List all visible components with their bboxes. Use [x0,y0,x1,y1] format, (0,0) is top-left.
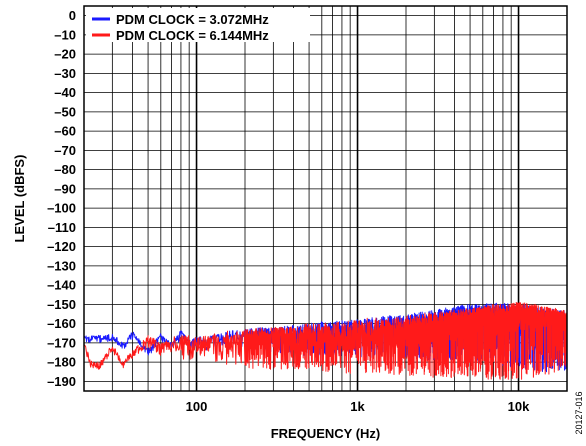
series-layer [83,302,568,380]
y-tick-label: –190 [47,374,76,389]
y-tick-label: –30 [54,66,76,81]
y-tick-label: –130 [47,258,76,273]
y-tick-label: –80 [54,162,76,177]
y-tick-label: –60 [54,124,76,139]
x-tick-labels: 100 1k 10k [186,399,530,414]
y-tick-label: –40 [54,85,76,100]
y-tick-label: –70 [54,143,76,158]
y-tick-label: –50 [54,104,76,119]
y-tick-labels: 0 –10 –20 –30 –40 –50 –60 –70 –80 –90 –100 –110 –120… [47,8,76,389]
y-tick-label: –120 [47,239,76,254]
y-axis-label: LEVEL (dBFS) [12,155,27,243]
y-tick-label: –10 [54,27,76,42]
y-tick-label: –20 [54,47,76,62]
x-axis-label: FREQUENCY (Hz) [271,426,381,441]
legend-background [86,8,310,42]
plot-frame [83,5,568,392]
y-tick-label: –160 [47,316,76,331]
legend-label-3072: PDM CLOCK = 3.072MHz [116,12,269,27]
x-tick-label: 10k [508,399,530,414]
y-tick-label: –140 [47,278,76,293]
legend-label-6144: PDM CLOCK = 6.144MHz [116,28,269,43]
series-line-6144 [83,302,568,380]
legend: PDM CLOCK = 3.072MHz PDM CLOCK = 6.144MH… [86,8,310,43]
y-tick-label: –180 [47,355,76,370]
figure-id: 20127-016 [574,391,584,434]
y-tick-label: 0 [69,8,76,23]
y-tick-label: –150 [47,297,76,312]
y-tick-label: –170 [47,335,76,350]
x-tick-label: 1k [350,399,365,414]
y-tick-label: –110 [48,220,76,235]
y-tick-label: –100 [47,201,76,216]
y-tick-label: –90 [54,181,76,196]
x-tick-label: 100 [186,399,208,414]
